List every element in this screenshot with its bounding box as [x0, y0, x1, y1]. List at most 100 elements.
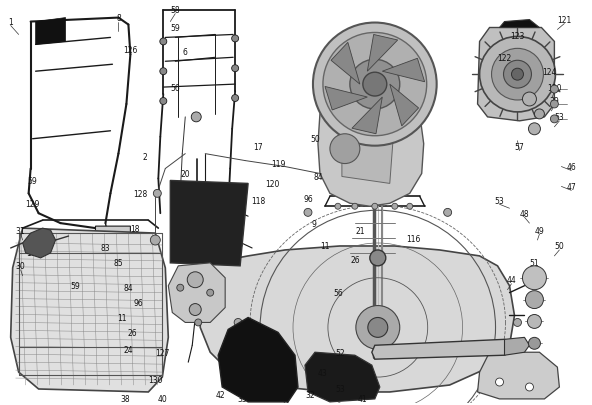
Circle shape	[491, 49, 543, 101]
Text: 41: 41	[358, 394, 368, 403]
Text: 8: 8	[116, 14, 121, 23]
Text: 52: 52	[335, 348, 345, 357]
Circle shape	[231, 36, 239, 43]
Text: 49: 49	[535, 226, 544, 235]
Circle shape	[407, 204, 413, 210]
Text: 46: 46	[567, 163, 576, 172]
Circle shape	[535, 110, 545, 119]
Polygon shape	[170, 181, 248, 266]
Polygon shape	[325, 87, 367, 111]
Text: 18: 18	[131, 224, 140, 233]
Text: 53: 53	[555, 113, 564, 122]
Circle shape	[189, 304, 201, 316]
Text: 59: 59	[170, 24, 180, 33]
Text: 40: 40	[157, 394, 167, 403]
Text: 33: 33	[237, 394, 247, 403]
Text: 24: 24	[124, 345, 133, 354]
Text: 31: 31	[16, 226, 25, 235]
Text: 53: 53	[495, 196, 504, 205]
Text: 1: 1	[8, 18, 13, 27]
Text: 127: 127	[155, 348, 169, 357]
Circle shape	[363, 73, 387, 97]
Text: 32: 32	[305, 390, 315, 399]
Text: 123: 123	[510, 32, 525, 41]
Text: 9: 9	[311, 219, 316, 228]
Polygon shape	[367, 35, 398, 72]
Circle shape	[372, 204, 378, 210]
Circle shape	[529, 337, 540, 350]
Text: 126: 126	[123, 46, 137, 55]
Circle shape	[504, 61, 532, 89]
Text: 84: 84	[124, 284, 133, 292]
Circle shape	[330, 134, 360, 164]
Circle shape	[526, 291, 543, 309]
Circle shape	[304, 209, 312, 217]
Polygon shape	[218, 318, 298, 402]
Text: 20: 20	[181, 170, 190, 179]
Text: 44: 44	[507, 275, 516, 285]
Circle shape	[551, 101, 558, 109]
Circle shape	[177, 284, 184, 292]
Text: 120: 120	[265, 179, 279, 188]
Polygon shape	[372, 339, 514, 359]
Circle shape	[551, 86, 558, 94]
Polygon shape	[478, 352, 559, 399]
Text: 26: 26	[127, 328, 137, 337]
Polygon shape	[382, 59, 424, 83]
Polygon shape	[36, 19, 66, 45]
Circle shape	[352, 204, 358, 210]
Text: 39: 39	[549, 97, 559, 106]
Text: 21: 21	[355, 226, 365, 235]
Text: 57: 57	[514, 143, 525, 152]
Circle shape	[150, 235, 160, 245]
Circle shape	[551, 115, 558, 124]
Text: 2: 2	[143, 153, 148, 162]
Circle shape	[529, 124, 540, 135]
Polygon shape	[225, 235, 242, 248]
Text: 129: 129	[25, 199, 40, 208]
Text: 124: 124	[542, 68, 556, 77]
Polygon shape	[331, 43, 360, 85]
Circle shape	[323, 33, 427, 136]
Text: 6: 6	[183, 48, 188, 57]
Circle shape	[513, 319, 522, 326]
Circle shape	[160, 98, 167, 105]
Circle shape	[207, 290, 214, 296]
Text: 30: 30	[16, 262, 25, 271]
Circle shape	[496, 378, 504, 386]
Circle shape	[187, 272, 203, 288]
Circle shape	[392, 204, 398, 210]
Polygon shape	[225, 204, 240, 217]
Polygon shape	[168, 263, 225, 323]
Text: 122: 122	[497, 53, 511, 63]
Text: 50: 50	[555, 242, 564, 251]
Text: 119: 119	[271, 160, 285, 168]
Circle shape	[195, 319, 202, 326]
Circle shape	[234, 319, 242, 326]
Text: 83: 83	[101, 244, 110, 253]
Text: 59: 59	[70, 281, 81, 290]
Polygon shape	[342, 117, 395, 184]
Text: 85: 85	[114, 259, 123, 268]
Polygon shape	[318, 105, 424, 207]
Circle shape	[160, 39, 167, 46]
Polygon shape	[500, 21, 539, 28]
Text: 11: 11	[118, 313, 127, 322]
Text: 19: 19	[26, 249, 36, 258]
Circle shape	[523, 93, 536, 107]
Circle shape	[160, 68, 167, 75]
Text: 43: 43	[318, 368, 328, 377]
Polygon shape	[200, 246, 514, 392]
Text: 26: 26	[350, 256, 360, 265]
Text: 59: 59	[28, 177, 37, 185]
Text: 11: 11	[320, 242, 330, 251]
Circle shape	[511, 69, 523, 81]
Polygon shape	[95, 226, 130, 246]
Text: 50: 50	[310, 135, 320, 144]
Polygon shape	[11, 228, 168, 392]
Text: 128: 128	[133, 190, 147, 198]
Polygon shape	[390, 85, 419, 127]
Polygon shape	[305, 352, 380, 402]
Text: 56: 56	[333, 288, 343, 297]
Text: 17: 17	[253, 143, 263, 152]
